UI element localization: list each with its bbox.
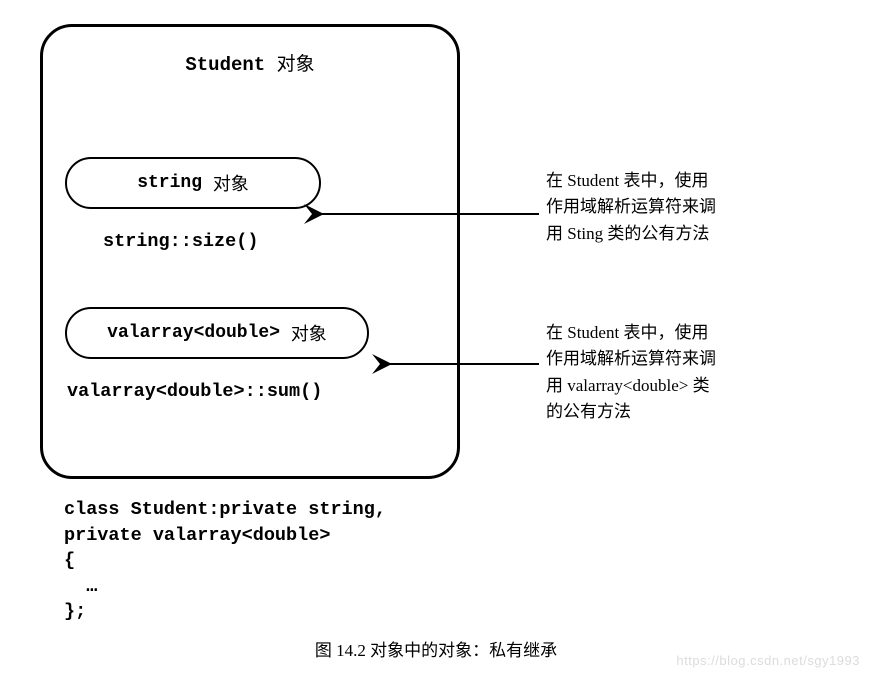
- code-l4: …: [64, 576, 97, 597]
- code-l1: class Student:private string,: [64, 499, 386, 520]
- code-block: class Student:private string, private va…: [64, 497, 386, 625]
- watermark: https://blog.csdn.net/sgy1993: [676, 653, 860, 668]
- student-object-box: Student 对象 string 对象 string::size() vala…: [40, 24, 460, 479]
- anno1-l3: 用 Sting 类的公有方法: [546, 221, 846, 247]
- valarray-pill: valarray<double> 对象: [65, 307, 369, 359]
- anno2-l2: 作用域解析运算符来调: [546, 346, 846, 372]
- string-pill-mono: string: [137, 173, 202, 193]
- valarray-pill-cn: 对象: [291, 320, 327, 346]
- annotation-valarray: 在 Student 表中，使用 作用域解析运算符来调 用 valarray<do…: [546, 320, 846, 425]
- string-size-method: string::size(): [103, 231, 258, 252]
- anno2-l3: 用 valarray<double> 类: [546, 373, 846, 399]
- valarray-pill-mono: valarray<double>: [107, 323, 280, 343]
- anno1-l1: 在 Student 表中，使用: [546, 168, 846, 194]
- code-l3: {: [64, 550, 75, 571]
- string-pill-cn: 对象: [213, 170, 249, 196]
- student-title-cn: 对象: [277, 54, 315, 75]
- code-l2: private valarray<double>: [64, 525, 330, 546]
- annotation-string: 在 Student 表中，使用 作用域解析运算符来调 用 Sting 类的公有方…: [546, 168, 846, 247]
- diagram-canvas: Student 对象 string 对象 string::size() vala…: [0, 0, 872, 676]
- student-title-mono: Student: [185, 54, 265, 76]
- anno2-l4: 的公有方法: [546, 399, 846, 425]
- code-l5: };: [64, 601, 86, 622]
- anno1-l2: 作用域解析运算符来调: [546, 194, 846, 220]
- valarray-sum-method: valarray<double>::sum(): [67, 381, 322, 402]
- student-title: Student 对象: [43, 49, 457, 76]
- string-pill: string 对象: [65, 157, 321, 209]
- anno2-l1: 在 Student 表中，使用: [546, 320, 846, 346]
